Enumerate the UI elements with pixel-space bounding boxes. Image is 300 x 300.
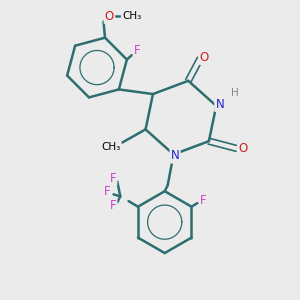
Text: H: H: [231, 88, 239, 98]
Text: F: F: [134, 44, 140, 57]
Text: N: N: [215, 98, 224, 111]
Text: O: O: [105, 10, 114, 23]
Text: F: F: [110, 199, 116, 212]
Text: O: O: [238, 142, 248, 155]
Text: CH₃: CH₃: [101, 142, 121, 152]
Text: F: F: [110, 172, 116, 184]
Text: O: O: [200, 51, 209, 64]
Text: CH₃: CH₃: [122, 11, 141, 21]
Text: F: F: [200, 194, 207, 207]
Text: F: F: [104, 185, 110, 199]
Text: N: N: [171, 149, 179, 162]
